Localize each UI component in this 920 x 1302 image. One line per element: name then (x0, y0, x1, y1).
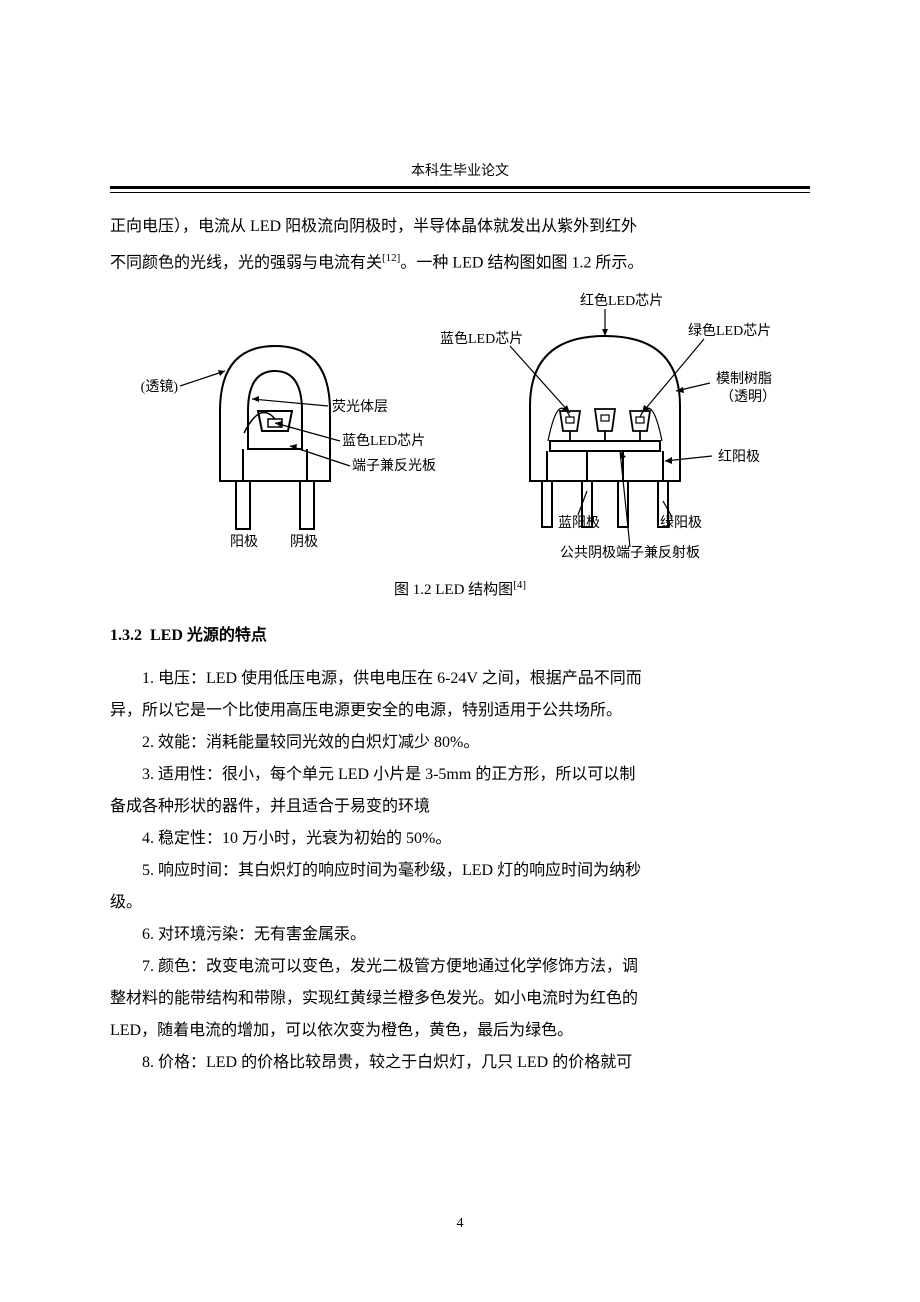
list-item-6: 6. 对环境污染：无有害金属汞。 (110, 919, 810, 951)
list-item-3b: 备成各种形状的器件，并且适合于易变的环境 (110, 791, 810, 823)
label-lens: 模制树脂(透镜) (140, 379, 178, 395)
label-red-anode: 红阳极 (718, 449, 760, 465)
list-item-4: 4. 稳定性：10 万小时，光衰为初始的 50%。 (110, 823, 810, 855)
label-cathode-left: 阴极 (290, 534, 318, 550)
citation-4: [4] (513, 579, 526, 591)
label-green-chip: 绿色LED芯片 (688, 322, 771, 339)
label-resin-1: 模制树脂 (716, 371, 772, 387)
list-item-5a: 5. 响应时间：其白炽灯的响应时间为毫秒级，LED 灯的响应时间为纳秒 (110, 855, 810, 887)
intro-line-2a: 不同颜色的光线，光的强弱与电流有关 (110, 254, 382, 271)
citation-12: [12] (382, 252, 400, 264)
page-number: 4 (0, 1216, 920, 1232)
led-structure-diagram: 阳极 阴极 模制树脂(透镜) 荧光体层 蓝色LED芯片 端子兼反光板 (140, 291, 780, 561)
list-item-1a: 1. 电压：LED 使用低压电源，供电电压在 6-24V 之间，根据产品不同而 (110, 663, 810, 695)
intro-line-2b: 。一种 LED 结构图如图 1.2 所示。 (400, 254, 643, 271)
section-number: 1.3.2 (110, 627, 142, 644)
label-common-cathode: 公共阴极端子兼反射板 (560, 545, 700, 561)
left-led: 阳极 阴极 (180, 346, 350, 550)
intro-line-1: 正向电压），电流从 LED 阳极流向阴极时，半导体晶体就发出从紫外到红外 (110, 211, 810, 243)
header-rule (110, 186, 810, 193)
list-item-1b: 异，所以它是一个比使用高压电源更安全的电源，特别适用于公共场所。 (110, 695, 810, 727)
section-heading-1-3-2: 1.3.2 LED 光源的特点 (110, 621, 810, 645)
list-item-7b: 整材料的能带结构和带隙，实现红黄绿兰橙多色发光。如小电流时为红色的 (110, 983, 810, 1015)
label-red-chip: 红色LED芯片 (580, 292, 663, 309)
label-blue-chip-left: 蓝色LED芯片 (342, 432, 425, 449)
figure-caption: 图 1.2 LED 结构图[4] (110, 578, 810, 599)
list-item-5b: 级。 (110, 887, 810, 919)
list-item-8: 8. 价格：LED 的价格比较昂贵，较之于白炽灯，几只 LED 的价格就可 (110, 1047, 810, 1079)
list-item-2: 2. 效能：消耗能量较同光效的白炽灯减少 80%。 (110, 727, 810, 759)
label-phosphor: 荧光体层 (332, 398, 388, 415)
label-terminal: 端子兼反光板 (352, 458, 436, 474)
right-led (510, 309, 712, 547)
list-item-7c: LED，随着电流的增加，可以依次变为橙色，黄色，最后为绿色。 (110, 1015, 810, 1047)
page-header: 本科生毕业论文 (110, 160, 810, 180)
label-blue-anode: 蓝阳极 (558, 515, 600, 531)
label-blue-chip-right: 蓝色LED芯片 (440, 330, 523, 347)
list-item-7a: 7. 颜色：改变电流可以变色，发光二极管方便地通过化学修饰方法，调 (110, 951, 810, 983)
list-item-3a: 3. 适用性：很小，每个单元 LED 小片是 3-5mm 的正方形，所以可以制 (110, 759, 810, 791)
intro-line-2: 不同颜色的光线，光的强弱与电流有关[12]。一种 LED 结构图如图 1.2 所… (110, 247, 810, 279)
caption-text: 图 1.2 LED 结构图 (394, 582, 513, 598)
label-green-anode: 绿阳极 (660, 515, 702, 531)
label-anode-left: 阳极 (230, 534, 258, 550)
figure-1-2: 阳极 阴极 模制树脂(透镜) 荧光体层 蓝色LED芯片 端子兼反光板 (110, 291, 810, 566)
label-resin-2: （透明） (720, 389, 776, 405)
page-container: 本科生毕业论文 正向电压），电流从 LED 阳极流向阴极时，半导体晶体就发出从紫… (0, 0, 920, 1302)
section-title: LED 光源的特点 (150, 627, 267, 644)
